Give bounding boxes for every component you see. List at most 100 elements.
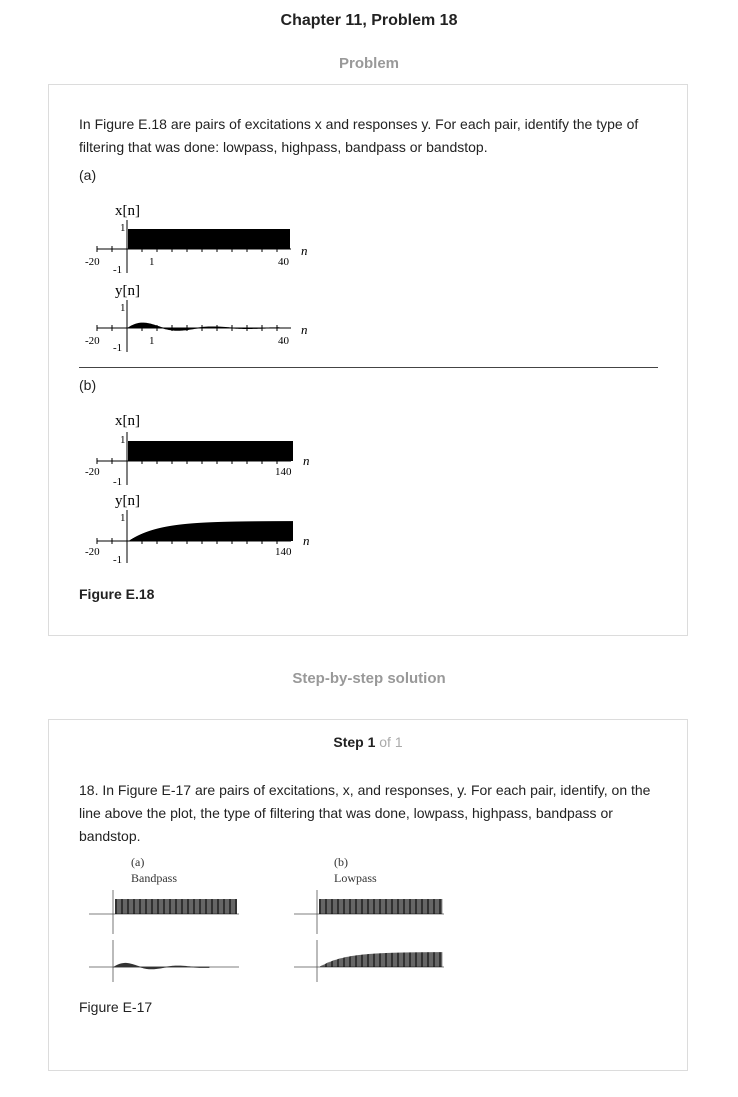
plot-a-x-stem <box>265 229 266 249</box>
solution-plot-a-x-stem <box>190 899 192 914</box>
plot-a-x-stem <box>194 229 195 249</box>
solution-plot-a: (a) Bandpass <box>89 855 239 982</box>
plot-b-y-stem <box>134 537 135 541</box>
plot-a-x-stem <box>256 229 257 249</box>
solution-plot-b-x-stem <box>353 899 355 914</box>
plot-b-y-stem <box>162 527 163 541</box>
plot-b-y-stem <box>149 530 150 541</box>
plot-b-x-stem <box>138 441 139 461</box>
solution-plot-a-x-stem <box>229 899 230 914</box>
plot-a-x-stem <box>216 229 217 249</box>
plot-b-x-stem <box>174 441 175 461</box>
plot-a-x-stem <box>176 229 177 249</box>
plot-b-x-stem <box>229 441 230 461</box>
plot-b-x-stem <box>272 441 273 461</box>
plot-a-x-tick-neg1: -1 <box>113 264 122 276</box>
solution-plot-b-x-stem <box>399 899 401 914</box>
solution-plot-b-y-stem <box>364 954 366 967</box>
plot-a-x-stem <box>261 229 262 249</box>
plot-b-x-stem <box>240 441 241 461</box>
plot-b-x-stem <box>200 441 201 461</box>
plot-a-x-stem <box>138 229 139 249</box>
plot-a-x-stem <box>187 229 188 249</box>
solution-plot-a-x-stem <box>136 899 138 914</box>
plot-a-x-stem <box>182 229 183 249</box>
plot-b-x-stem <box>199 441 200 461</box>
solution-plot-a-x-stem <box>151 899 152 914</box>
plot-b-x-stem <box>251 441 252 461</box>
plot-a-x-stem <box>262 229 263 249</box>
solution-plot-a-x-stem <box>187 899 188 914</box>
solution-plot-b-x-stem <box>389 899 391 914</box>
plot-b-x-stem <box>140 441 141 461</box>
solution-plot-b-x-stem <box>440 899 441 914</box>
plot-a-x-stem <box>217 229 218 249</box>
step-heading: Step 1 of 1 <box>49 734 687 750</box>
plot-b-x-stem <box>234 441 235 461</box>
solution-plot-b-y-stem <box>398 952 399 967</box>
plot-b-y-stem <box>261 521 262 541</box>
plot-a-x-n: n <box>301 243 308 258</box>
plot-b-y-stem <box>142 533 143 541</box>
plot-b-x-stem <box>280 441 281 461</box>
plot-a-x-stem <box>195 229 196 249</box>
plot-b-y-stem <box>131 539 132 541</box>
solution-plot-a-x-stem <box>203 899 205 914</box>
plot-b-x-label: x[n] <box>115 413 140 429</box>
solution-plot-b-x-stem <box>425 899 427 914</box>
solution-plot-b-y-stem <box>437 952 439 967</box>
plot-b-y-stem <box>203 522 204 541</box>
plot-b-y-stem <box>151 530 152 541</box>
plot-a-x-stem <box>169 229 170 249</box>
plot-b-x-stem <box>182 441 183 461</box>
solution-plot-b-x-stem <box>375 899 377 914</box>
solution-plot-a-x-stem <box>211 899 212 914</box>
plot-a-y-tick-neg1: -1 <box>113 342 122 354</box>
solution-plot-a-y-response <box>112 962 210 970</box>
plot-b-x-stem <box>135 441 136 461</box>
solution-plot-a-x-stem <box>169 899 170 914</box>
solution-plot-b-y-stem <box>401 952 403 967</box>
solution-plot-a-x-stem <box>224 899 225 914</box>
plot-b-x-stem <box>206 441 207 461</box>
plot-a-x-stem <box>132 229 133 249</box>
plot-b-x-stem <box>186 441 187 461</box>
plot-b-y-stem <box>279 521 280 541</box>
plot-b-x-stem <box>161 441 162 461</box>
plot-b-y-stem <box>260 521 261 541</box>
plot-a-x-stem <box>179 229 180 249</box>
solution-plot-a-x-stem <box>172 899 174 914</box>
plot-b-x-n: n <box>303 453 310 468</box>
solution-plot-b-x-stem <box>412 899 414 914</box>
plot-b-x-stem <box>215 441 216 461</box>
solution-plot-b-x-stem <box>441 899 443 914</box>
plot-b-y-stem <box>290 521 291 541</box>
solution-plot-b-y-stem <box>435 952 437 967</box>
solution-plot-a-x-stem <box>125 899 127 914</box>
solution-plot-b-y-stem <box>406 952 408 967</box>
solution-plot-b-x-stem <box>383 899 385 914</box>
plot-b-y-stem <box>186 523 187 541</box>
solution-plot-b-x-stem <box>369 899 371 914</box>
plot-a-x-stem <box>147 229 148 249</box>
plot-a-x-stem <box>206 229 207 249</box>
plot-a-x-stem <box>158 229 159 249</box>
solution-plot-b-x-stem <box>338 899 339 914</box>
plot-b-y-stem <box>221 521 222 541</box>
plot-a-x-stem <box>205 229 206 249</box>
plot-a-x-stem <box>172 229 173 249</box>
solution-plot-b-y-stem <box>399 952 401 967</box>
plot-b-y-stem <box>258 521 259 541</box>
plot-b-x-stem <box>273 441 274 461</box>
plot-a-x-stem <box>139 229 140 249</box>
solution-plot-b-y-stem <box>377 953 379 967</box>
solution-plot-b-x-stem <box>361 899 362 914</box>
plot-b-x-stem <box>233 441 234 461</box>
plot-b-x-stem <box>250 441 251 461</box>
plot-a-x-stem <box>136 229 137 249</box>
solution-plot-b-x-stem <box>371 899 373 914</box>
plot-b-y-stem <box>264 521 265 541</box>
plot-b-x-stem <box>269 441 270 461</box>
solution-plot-b-x-stem <box>380 899 381 914</box>
plot-b-x-stem <box>176 441 177 461</box>
